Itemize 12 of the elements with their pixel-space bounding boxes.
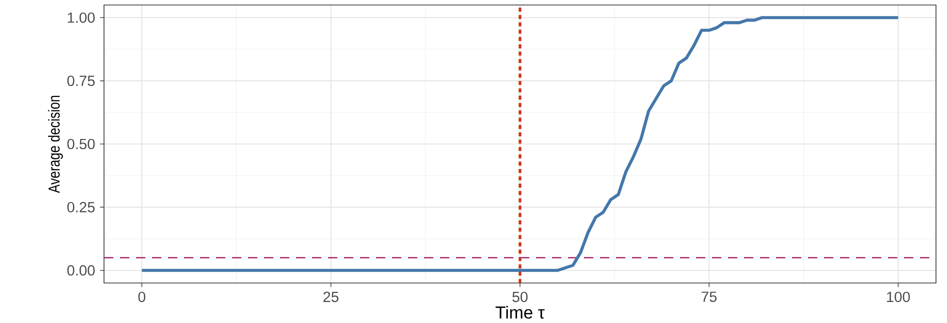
y-tick-label: 1.00 [68, 12, 95, 23]
x-tick-label: 50 [512, 292, 528, 302]
y-axis-title: Average decision [48, 96, 63, 193]
x-tick-label: 0 [138, 292, 146, 302]
x-tick-label: 100 [887, 292, 910, 302]
y-tick-label: 0.50 [67, 138, 95, 150]
x-tick-label: 25 [323, 292, 338, 302]
x-axis-title: Time τ [496, 306, 545, 319]
y-tick-label: 0.25 [67, 202, 95, 212]
y-tick-label: 0.00 [67, 265, 95, 276]
y-tick-label: 0.75 [67, 76, 95, 86]
x-tick-label: 75 [702, 292, 717, 302]
